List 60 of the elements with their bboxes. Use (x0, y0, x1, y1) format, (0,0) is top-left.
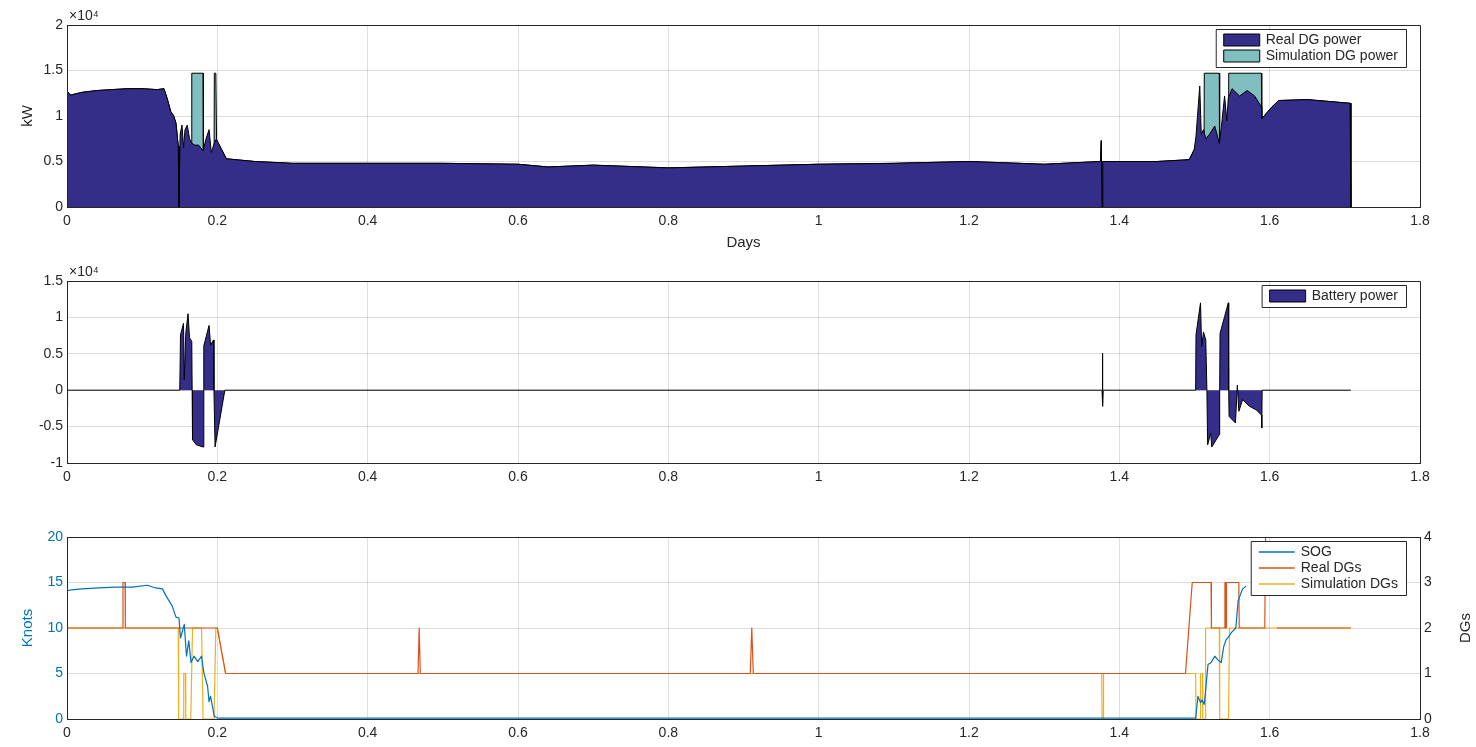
x-tick-label: 1 (814, 212, 823, 229)
x-tick-label: 1.2 (959, 468, 979, 485)
text: ×10⁴ (69, 262, 99, 279)
y-tick-label: 1.5 (43, 271, 64, 288)
x-tick-label: 1.8 (1410, 212, 1430, 229)
y2-tick-label: 0 (1424, 709, 1432, 726)
legend-label: SOG (1300, 542, 1332, 559)
x-tick-label: 0.4 (357, 724, 378, 741)
y-tick-label: -0.5 (38, 417, 64, 434)
y2-tick-label: 3 (1424, 573, 1432, 590)
x-tick-label: 1.4 (1109, 212, 1130, 229)
x-tick-label: 1.6 (1259, 468, 1280, 485)
x-tick-label: 0.8 (658, 724, 679, 741)
y-tick-label: 20 (47, 527, 64, 544)
y-tick-label: 2 (55, 15, 64, 32)
y-axis-title: Knots (18, 608, 36, 648)
x-tick-label: 1.4 (1109, 724, 1130, 741)
y2-tick-label: 2 (1424, 618, 1432, 635)
legend-label: Simulation DG power (1265, 46, 1399, 63)
y-tick-label: 0 (55, 197, 64, 214)
x-tick-label: 1.2 (959, 212, 979, 229)
y-tick-label: 10 (47, 618, 64, 635)
y-tick-label: 1 (55, 106, 64, 123)
y-tick-label: 0.5 (43, 152, 64, 169)
x-tick-label: 0.6 (508, 212, 528, 229)
y2-tick-label: 1 (1424, 664, 1432, 681)
y2-axis-title: DGs (1456, 613, 1474, 643)
y2-tick-label: 4 (1424, 527, 1432, 544)
x-tick-label: 1.8 (1410, 468, 1430, 485)
y-tick-label: 1.5 (43, 61, 64, 78)
y-tick-label: -1 (50, 453, 64, 470)
y-tick-label: 5 (55, 664, 64, 681)
text: ×10⁴ (69, 6, 99, 23)
x-axis-title: Days (726, 232, 761, 250)
x-tick-label: 0.6 (508, 468, 528, 485)
x-tick-label: 1.2 (959, 724, 979, 741)
x-tick-label: 0.2 (207, 468, 228, 485)
x-tick-label: 0.2 (207, 212, 228, 229)
y-tick-label: 1 (55, 308, 64, 325)
y-tick-label: 0 (55, 709, 64, 726)
x-tick-label: 1.4 (1109, 468, 1130, 485)
legend-label: Simulation DGs (1300, 574, 1399, 591)
y-tick-label: 0 (55, 381, 64, 398)
legend-label: Battery power (1311, 286, 1399, 303)
legend-label: Real DGs (1300, 558, 1362, 575)
x-tick-label: 0.4 (357, 212, 378, 229)
x-tick-label: 1.8 (1410, 724, 1430, 741)
y-tick-label: 15 (47, 573, 64, 590)
y-tick-label: 0.5 (43, 344, 64, 361)
x-tick-label: 0.4 (357, 468, 378, 485)
x-tick-label: 0.8 (658, 212, 679, 229)
x-tick-label: 1.6 (1259, 724, 1280, 741)
legend-label: Real DG power (1265, 30, 1362, 47)
x-tick-label: 1 (814, 468, 823, 485)
x-tick-label: 1.6 (1259, 212, 1280, 229)
x-tick-label: 0.8 (658, 468, 679, 485)
y-axis-title: kW (18, 104, 36, 127)
x-tick-label: 0.2 (207, 724, 228, 741)
x-tick-label: 0.6 (508, 724, 528, 741)
x-tick-label: 1 (814, 724, 823, 741)
